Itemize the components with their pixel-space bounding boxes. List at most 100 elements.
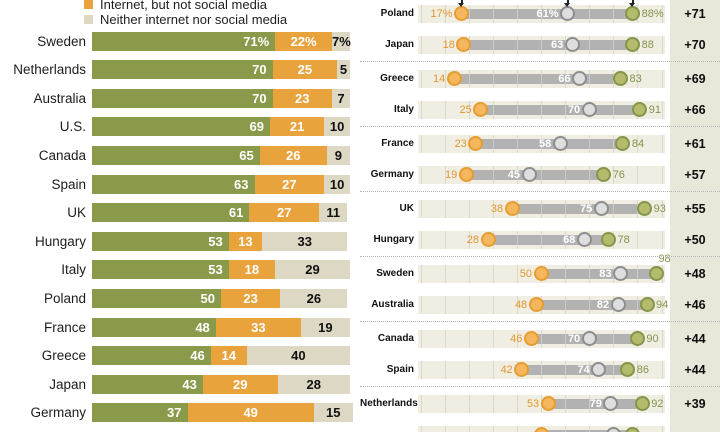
orange-dot [468,136,484,151]
grid-tick [420,5,422,23]
grid-tick-on-bar [468,9,470,19]
grid-tick-on-bar [589,9,591,19]
grid-tick [444,200,446,218]
stacked-bar: 43 29 28 [92,375,350,394]
bar-value-label: 19 [318,320,333,335]
grid-tick [444,361,446,379]
grid-tick [444,70,446,88]
grid-tick-on-bar [565,300,567,310]
range-bar [512,204,645,214]
grid-tick-on-bar [613,105,615,115]
grid-tick-on-bar [613,204,615,214]
bar-value-label: 7 [337,91,345,106]
diff-value: +70 [684,38,706,52]
diff-value: +44 [684,332,706,346]
beige-bar-segment: 7% [331,32,351,51]
country-label: Germany [370,169,414,180]
gray-dot [603,396,619,411]
green-bar-segment: 48 [92,318,216,337]
green-dot [634,396,650,411]
green-dot-value: 76 [612,169,625,181]
gray-dot [560,6,575,21]
grid-tick-on-bar [589,399,591,409]
orange-bar-segment: 18 [228,260,276,279]
bar-value-label: 50 [200,291,215,306]
grid-tick-on-bar [589,300,591,310]
grid-tick [492,265,494,283]
grid-tick [492,395,494,413]
bar-row: U.S. 69 21 10 [0,117,352,136]
bar-value-label: 70 [252,91,267,106]
bar-value-label: 27 [277,205,292,220]
dot-strip: 14 66 83 [418,70,665,88]
grid-tick [661,70,663,88]
gray-dot-value: 63 [551,39,564,51]
orange-bar-segment: 49 [187,403,314,422]
grid-tick [444,101,446,119]
bar-value-label: 53 [208,262,223,277]
orange-bar-segment: 14 [210,346,247,365]
bar-row: UK 61 27 11 [0,203,352,222]
green-dot [615,136,631,151]
stacked-bar: 61 27 11 [92,203,348,222]
orange-dot-value: 48 [514,299,528,311]
gray-dot-value: 74 [577,364,590,376]
orange-dot-value: 46 [510,333,523,345]
gray-dot [552,136,568,151]
orange-dot-value: 19 [445,169,458,181]
grid-tick [444,231,446,249]
dot-strip: 18 63 88 [418,36,665,54]
grid-tick-on-bar [541,105,542,115]
grid-tick [420,200,422,218]
diff-value: +46 [684,298,706,312]
grid-tick-on-bar [565,399,567,409]
grid-tick-on-bar [565,204,567,214]
dot-strip: 53 79 92 [418,395,665,413]
green-bar-segment: 65 [92,146,260,165]
grid-tick-on-bar [541,365,542,375]
grid-tick-on-bar [492,170,494,180]
orange-dot [454,6,469,21]
pointer-arrow-head [458,3,464,7]
country-label: Spain [386,364,414,375]
bar-value-label: 7% [331,34,351,49]
gray-dot [581,331,597,346]
orange-bar-segment: 13 [228,232,263,251]
grid-tick [420,330,422,348]
grid-tick-on-bar [565,334,567,344]
stacked-bar: 71% 22% 7% [92,32,351,51]
grid-tick [420,426,422,432]
country-label: France [43,320,86,335]
beige-bar-segment: 19 [300,318,350,337]
green-dot-value: 92 [651,398,664,410]
grid-tick-on-bar [589,40,591,50]
bar-value-label: 63 [234,177,249,192]
green-dot [625,6,641,21]
country-label: Poland [43,291,86,306]
grid-tick-on-bar [589,170,591,180]
bar-value-label: 48 [195,320,210,335]
green-bar-segment: 61 [92,203,250,222]
green-bar-segment: 70 [92,60,273,79]
grid-tick-on-bar [565,269,567,279]
grid-tick [420,166,422,184]
beige-bar-segment: 26 [280,289,348,308]
dot-strip: 38 75 93 [418,200,666,218]
green-bar-segment: 50 [92,289,221,308]
orange-bar-segment: 27 [254,175,325,194]
orange-dot [456,37,472,52]
dot-strip: 25 70 91 [418,101,665,119]
green-dot-value: 84 [631,138,645,150]
grid-tick-on-bar [516,105,518,115]
bar-value-label: 9 [334,148,342,163]
gray-dot-value: 79 [589,398,602,410]
grid-tick [444,426,446,432]
orange-dot [458,167,474,182]
orange-dot-value: 14 [432,73,446,85]
grid-tick [565,426,567,432]
range-bar [521,365,628,375]
diff-value: +48 [684,267,706,281]
grid-tick-on-bar [589,74,591,84]
green-dot [620,362,636,377]
grid-tick-on-bar [541,139,542,149]
